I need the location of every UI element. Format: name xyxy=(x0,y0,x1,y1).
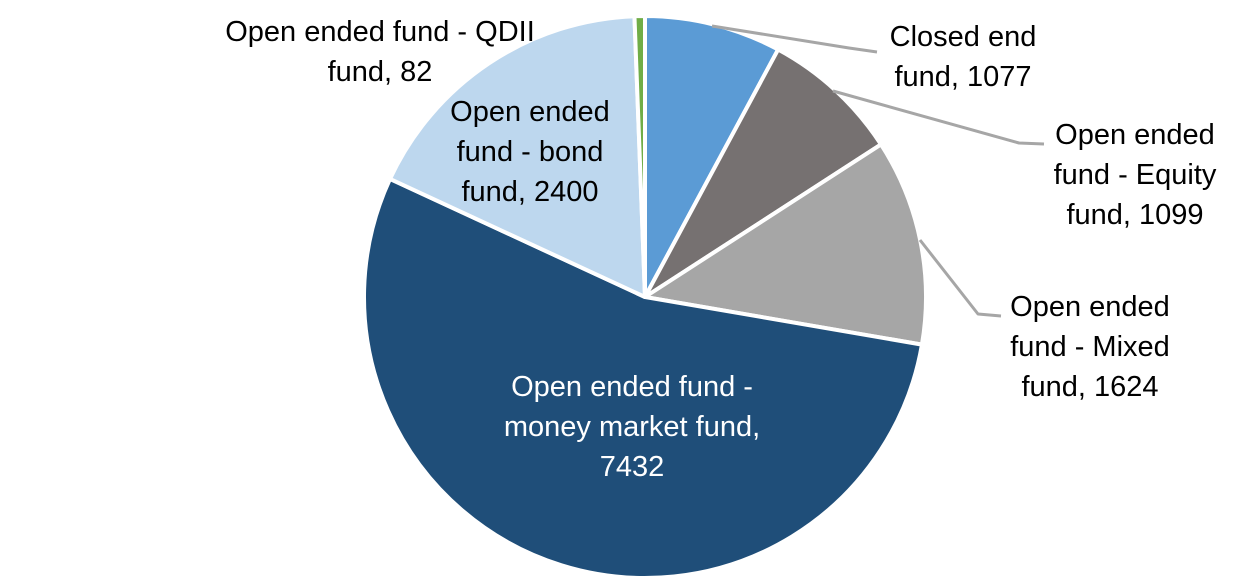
slice-label-line: fund, 1077 xyxy=(894,61,1032,93)
slice-label-line: Open ended fund - QDII xyxy=(225,16,535,48)
slice-label-bond-fund: Open ended fund - bond fund, 2400 xyxy=(450,92,610,212)
pie-slice-open-ended-fund-bond-fund xyxy=(388,14,647,299)
slice-label-qdii-fund: Open ended fund - QDII fund, 82 xyxy=(225,12,535,92)
slice-label-line: Open ended xyxy=(1010,291,1170,323)
slice-label-closed-end-fund: Closed end fund, 1077 xyxy=(890,17,1037,97)
pie-slice-open-ended-fund-qdii-fund xyxy=(632,14,647,299)
pie-slice-closed-end-fund xyxy=(643,14,781,299)
slice-label-line: fund, 1099 xyxy=(1066,199,1204,231)
slice-label-line: fund - Equity xyxy=(1053,159,1217,191)
slice-label-line: fund, 1624 xyxy=(1021,371,1159,403)
slice-label-line: money market fund, xyxy=(503,411,761,443)
slice-label-money-market-fund: Open ended fund - money market fund, 743… xyxy=(504,367,760,487)
slice-label-line: fund, 2400 xyxy=(461,176,599,208)
slice-label-line: fund - Mixed xyxy=(1010,331,1170,363)
slice-label-line: 7432 xyxy=(599,451,665,483)
slice-label-line: fund - bond xyxy=(456,136,604,168)
leader-line-open-ended-fund-mixed-fund xyxy=(918,239,1002,318)
pie-slice-open-ended-fund-money-market-fund xyxy=(362,176,924,580)
slice-label-mixed-fund: Open ended fund - Mixed fund, 1624 xyxy=(1010,287,1170,407)
slice-label-equity-fund: Open ended fund - Equity fund, 1099 xyxy=(1054,115,1217,235)
leader-line-open-ended-fund-equity-fund xyxy=(832,89,1045,146)
leader-line-closed-end-fund xyxy=(711,24,878,54)
slice-label-line: Closed end xyxy=(889,21,1037,53)
slice-label-line: Open ended xyxy=(1055,119,1215,151)
slice-label-line: Open ended fund - xyxy=(511,371,753,403)
slice-label-line: Open ended xyxy=(450,96,610,128)
slice-label-line: fund, 82 xyxy=(327,56,433,88)
